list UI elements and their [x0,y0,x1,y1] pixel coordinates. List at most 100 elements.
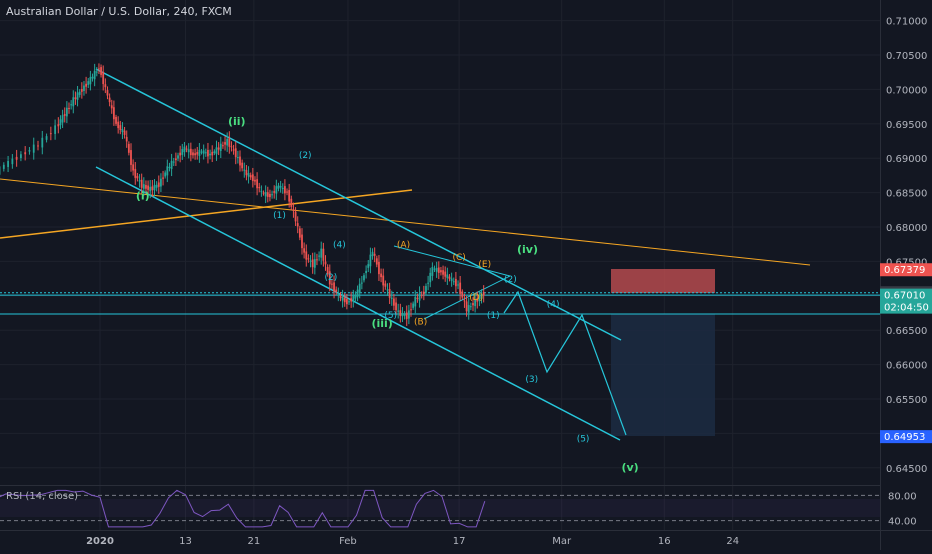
candle-body [429,273,431,282]
candle-body [367,264,369,268]
candle-body [387,289,389,290]
price-tick-label: 0.65500 [886,395,927,406]
candle-body [453,281,455,282]
channel-upper [96,69,621,340]
candle-body [444,272,446,277]
candle-body [466,301,468,311]
wave-label: (4) [547,300,560,310]
wave-label: (4) [333,241,346,251]
candle-body [209,154,211,155]
candle-body [451,278,453,280]
candle-body [389,289,391,298]
candle-body [295,212,297,222]
candle-body [340,295,342,298]
candle-body [434,269,436,270]
candle-body [335,290,337,292]
wave-label: (C) [452,253,465,263]
grid [0,0,880,530]
candle-body [85,84,87,87]
candle-body [190,149,192,155]
candle-body [331,284,333,285]
price-candles [0,63,485,326]
candle-body [417,298,419,299]
candle-body [286,192,288,193]
candle-body [57,124,59,126]
candle-body [436,268,438,272]
price-tag-label: 0.64953 [884,432,925,443]
candle-body [20,154,22,158]
candle-body [299,228,301,237]
candle-body [211,152,213,155]
candle-body [393,299,395,306]
candle-body [201,152,203,153]
candle-body [72,97,74,106]
candle-body [132,164,134,170]
candle-body [399,310,401,316]
time-tick-label: 16 [658,536,671,547]
candle-body [203,150,205,153]
candle-body [213,151,215,153]
candle-body [423,292,425,295]
candle-body [333,282,335,291]
candle-body [231,146,233,147]
candle-body [273,191,275,193]
candle-body [29,150,31,151]
wave-label: (5) [384,311,397,321]
candle-body [16,157,18,160]
candle-body [62,115,64,122]
candle-body [269,194,271,197]
candle-body [68,108,70,109]
candle-body [220,144,222,151]
time-tick-label: 2020 [86,536,114,547]
candle-body [235,148,237,157]
candle-body [207,150,209,156]
candle-body [320,249,322,258]
time-tick-label: 21 [248,536,261,547]
wave-label: (A) [397,241,410,251]
candle-body [284,186,286,193]
candle-body [124,131,126,135]
candle-body [89,77,91,84]
candle-body [404,315,406,316]
wave-projection [504,292,626,435]
candle-body [83,86,85,91]
candle-body [297,223,299,226]
wave-label: (2) [504,275,517,285]
candle-body [384,284,386,287]
candle-body [301,235,303,249]
candle-body [427,283,429,284]
candle-body [102,72,104,84]
wave-label: (3) [525,375,538,385]
candle-body [113,107,115,119]
drawings[interactable] [0,69,880,440]
candle-body [169,167,171,168]
candle-body [158,182,160,186]
candle-body [117,122,119,128]
candle-body [337,294,339,295]
candle-body [179,153,181,156]
candle-body [137,176,139,178]
candle-body [395,303,397,311]
candle-body [305,251,307,259]
candle-body [308,258,310,259]
price-tick-label: 0.70000 [886,85,927,96]
candle-body [198,150,200,156]
candle-body [260,191,262,192]
candle-body [226,139,228,146]
candle-body [143,184,145,189]
candle-body [37,145,39,146]
candle-body [421,295,423,296]
candle-body [438,267,440,272]
candle-body [408,310,410,318]
wave-label: (2) [299,151,312,161]
chart-title: Australian Dollar / U.S. Dollar, 240, FX… [6,5,232,18]
price-tick-label: 0.69500 [886,120,927,131]
candle-body [239,157,241,166]
rsi-pane[interactable] [0,486,880,527]
wave-label: (1) [273,211,286,221]
candle-body [173,162,175,163]
candle-body [263,193,265,194]
candle-body [7,161,9,167]
